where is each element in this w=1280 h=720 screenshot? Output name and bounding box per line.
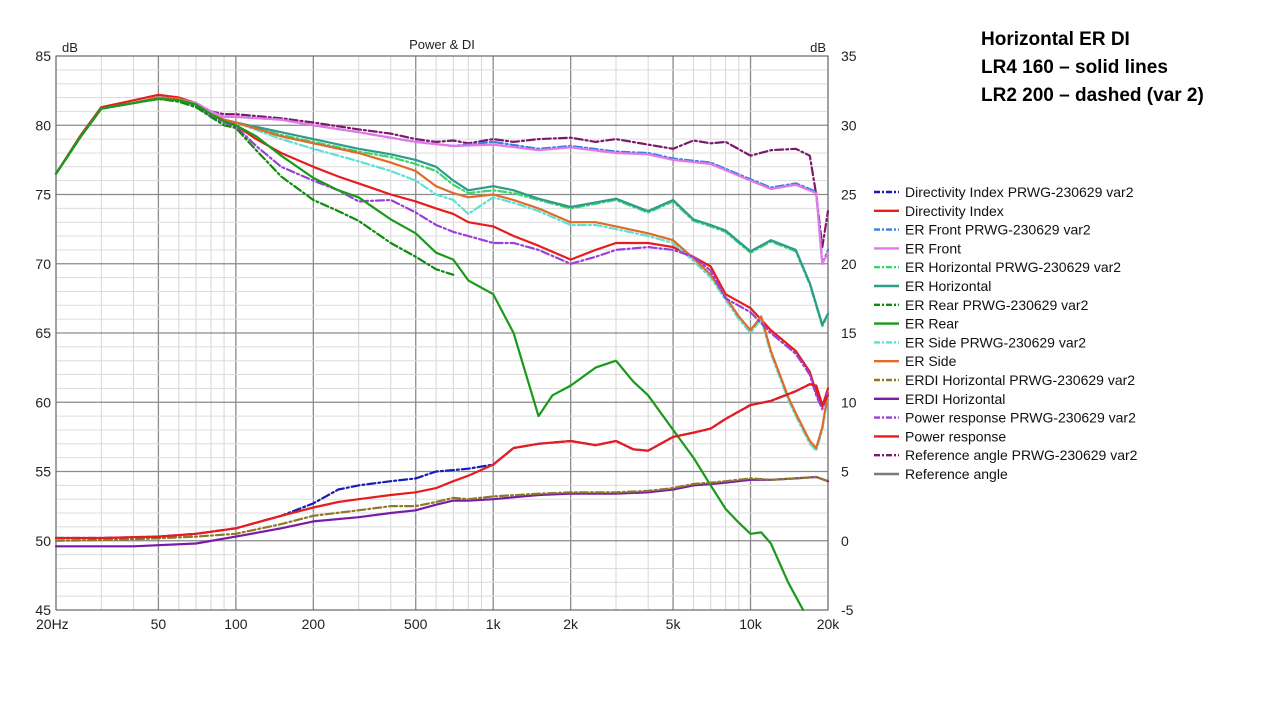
- x-tick-label: 20k: [817, 616, 841, 632]
- series-line-7: [54, 97, 805, 612]
- legend-label: Reference angle: [905, 466, 1008, 482]
- legend-label: ER Rear: [905, 316, 959, 332]
- right-axis-ticks: 35 30 25 20 15 10 5 0 -5: [841, 48, 857, 618]
- legend-label: ERDI Horizontal: [905, 391, 1005, 407]
- chart-title: Power & DI: [409, 37, 475, 52]
- x-tick-label: 5k: [666, 616, 682, 632]
- grid: [55, 55, 829, 611]
- y-left-tick-label: 85: [35, 48, 51, 64]
- y-right-tick-label: 5: [841, 464, 849, 480]
- note-line-3: LR2 200 – dashed (var 2): [981, 85, 1204, 106]
- x-tick-label: 1k: [486, 616, 502, 632]
- legend-label: Directivity Index: [905, 203, 1004, 219]
- legend-label: Reference angle PRWG-230629 var2: [905, 447, 1138, 463]
- legend-label: Power response: [905, 428, 1006, 444]
- legend-label: ER Front PRWG-230629 var2: [905, 222, 1091, 238]
- y-right-tick-label: 10: [841, 394, 857, 410]
- plot-frame: [55, 55, 829, 611]
- legend-label: Power response PRWG-230629 var2: [905, 410, 1136, 426]
- y-right-tick-label: 35: [841, 48, 857, 64]
- note-line-1: Horizontal ER DI: [981, 29, 1130, 50]
- x-tick-label: 500: [404, 616, 428, 632]
- legend: Directivity Index PRWG-230629 var2 Direct…: [874, 184, 1138, 482]
- y-left-tick-label: 75: [35, 187, 51, 203]
- y-left-tick-label: 50: [35, 533, 51, 549]
- y-right-tick-label: 15: [841, 325, 857, 341]
- left-axis-ticks: 85 80 75 70 65 60 55 50 45: [35, 48, 51, 618]
- x-tick-label: 100: [224, 616, 248, 632]
- y-right-tick-label: 30: [841, 117, 857, 133]
- right-axis-unit: dB: [810, 40, 826, 55]
- note-line-2: LR4 160 – solid lines: [981, 57, 1168, 78]
- series-lines: [54, 93, 830, 612]
- legend-label: ER Horizontal PRWG-230629 var2: [905, 259, 1121, 275]
- legend-label: ER Rear PRWG-230629 var2: [905, 297, 1089, 313]
- y-left-tick-label: 80: [35, 117, 51, 133]
- x-tick-label: 2k: [563, 616, 579, 632]
- y-left-tick-label: 70: [35, 256, 51, 272]
- legend-label: ER Front: [905, 240, 961, 256]
- y-right-tick-label: 0: [841, 533, 849, 549]
- y-right-tick-label: -5: [841, 602, 854, 618]
- legend-label: ER Side: [905, 353, 957, 369]
- legend-label: Directivity Index PRWG-230629 var2: [905, 184, 1134, 200]
- series-line-1: [54, 383, 830, 540]
- x-tick-label: 50: [151, 616, 167, 632]
- y-left-tick-label: 65: [35, 325, 51, 341]
- left-axis-unit: dB: [62, 40, 78, 55]
- y-right-tick-label: 20: [841, 256, 857, 272]
- legend-label: ER Horizontal: [905, 278, 991, 294]
- legend-label: ER Side PRWG-230629 var2: [905, 334, 1086, 350]
- series-line-10: [54, 475, 830, 542]
- x-axis-ticks: 20Hz 50 100 200 500 1k 2k 5k 10k 20k: [36, 616, 840, 632]
- y-left-tick-label: 55: [35, 464, 51, 480]
- y-left-tick-label: 60: [35, 394, 51, 410]
- x-tick-label: 200: [302, 616, 326, 632]
- y-left-tick-label: 45: [35, 602, 51, 618]
- annotation-note: Horizontal ER DI LR4 160 – solid lines L…: [981, 26, 1204, 110]
- x-tick-label: 20Hz: [36, 616, 69, 632]
- x-tick-label: 10k: [739, 616, 763, 632]
- legend-label: ERDI Horizontal PRWG-230629 var2: [905, 372, 1135, 388]
- series-line-11: [54, 475, 830, 548]
- y-right-tick-label: 25: [841, 187, 857, 203]
